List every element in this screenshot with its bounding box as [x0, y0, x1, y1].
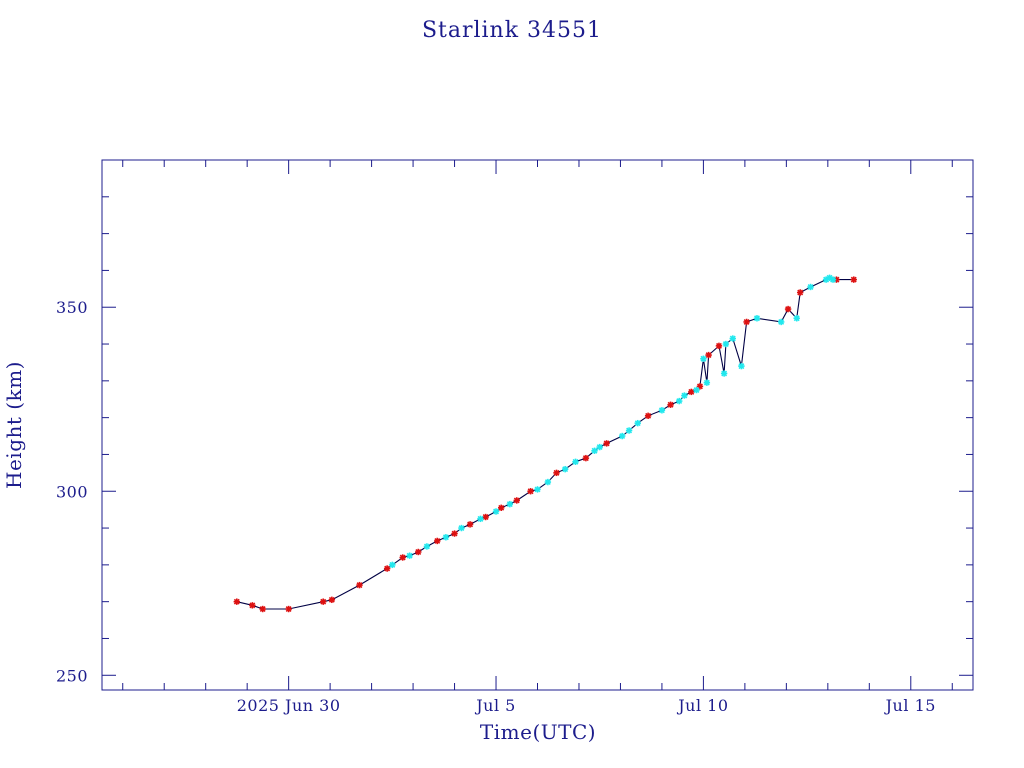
data-point-red — [796, 289, 804, 296]
data-point-red — [743, 318, 750, 326]
data-point-cyan — [423, 543, 431, 550]
data-point-red — [553, 469, 560, 477]
data-point-cyan — [596, 443, 603, 451]
x-axis-label: Time(UTC) — [480, 720, 596, 744]
tick-labels: 2025 Jun 30 Jul 5 Jul 10 Jul 15 250 300 350 — [56, 298, 936, 715]
data-point-red — [434, 537, 441, 545]
data-point-red — [644, 412, 652, 419]
data-point-cyan — [753, 315, 761, 322]
data-point-cyan — [591, 447, 598, 454]
data-point-red — [498, 504, 505, 512]
data-point-red — [513, 497, 520, 504]
data-point-cyan — [389, 561, 396, 569]
data-point-cyan — [700, 355, 707, 362]
data-point-red — [667, 401, 674, 408]
data-point-cyan — [477, 515, 484, 523]
y-tick-label: 300 — [56, 482, 88, 501]
data-point-cyan — [572, 458, 579, 466]
chart-title: Starlink 34551 — [422, 18, 602, 43]
data-point-cyan — [625, 427, 633, 434]
data-point-red — [705, 351, 712, 359]
data-point-cyan — [793, 315, 800, 322]
data-point-cyan — [703, 379, 711, 386]
data-point-red — [383, 565, 391, 572]
data-point-cyan — [442, 534, 450, 541]
data-point-red — [715, 342, 723, 350]
data-point-cyan — [492, 508, 500, 515]
data-point-cyan — [777, 318, 785, 326]
x-tick-label: Jul 5 — [474, 696, 516, 715]
x-tick-label: Jul 15 — [884, 696, 936, 715]
data-markers — [233, 274, 857, 613]
data-point-cyan — [458, 524, 465, 532]
data-point-red — [466, 521, 474, 528]
data-point-red — [527, 488, 534, 495]
data-point-cyan — [693, 386, 700, 394]
data-point-red — [415, 548, 422, 556]
data-point-cyan — [618, 432, 626, 440]
x-tick-label: 2025 Jun 30 — [237, 696, 341, 715]
data-point-cyan — [406, 552, 413, 559]
plot-frame — [101, 159, 974, 691]
data-point-red — [482, 513, 489, 521]
axis-ticks — [102, 159, 973, 690]
data-point-red — [850, 276, 857, 283]
data-point-cyan — [534, 486, 541, 493]
height-curve — [236, 277, 854, 610]
y-tick-label: 250 — [56, 666, 88, 685]
data-point-red — [784, 305, 792, 313]
data-point-red — [582, 454, 590, 462]
y-tick-label: 350 — [56, 298, 88, 317]
data-point-red — [688, 388, 695, 396]
data-point-red — [249, 602, 256, 609]
data-point-cyan — [829, 276, 837, 283]
data-point-red — [285, 605, 292, 613]
data-point-cyan — [720, 370, 728, 377]
data-point-cyan — [729, 335, 736, 342]
data-point-cyan — [561, 465, 569, 473]
data-point-cyan — [738, 362, 745, 370]
x-tick-label: Jul 10 — [676, 696, 728, 715]
data-point-cyan — [722, 340, 730, 348]
data-point-red — [259, 605, 266, 613]
data-point-cyan — [634, 419, 641, 427]
data-point-red — [451, 530, 458, 537]
data-point-cyan — [658, 407, 666, 414]
data-point-red — [603, 440, 610, 447]
data-point-cyan — [676, 397, 683, 405]
data-point-cyan — [544, 478, 552, 486]
data-point-red — [320, 598, 327, 605]
y-axis-label: Height (km) — [2, 361, 26, 489]
data-point-red — [233, 598, 240, 605]
data-point-cyan — [807, 283, 814, 291]
data-point-red — [399, 554, 406, 561]
data-point-red — [356, 581, 363, 589]
data-point-cyan — [681, 392, 688, 399]
data-point-red — [328, 596, 336, 604]
data-point-cyan — [506, 500, 514, 508]
